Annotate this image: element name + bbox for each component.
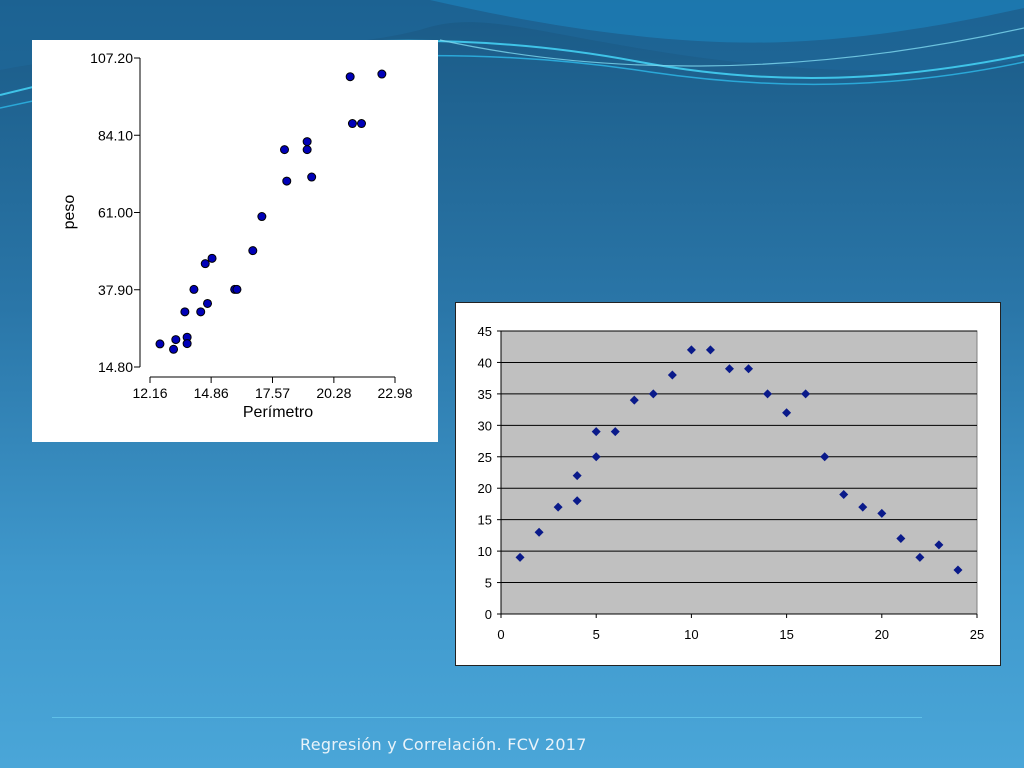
chart1-data-point	[196, 307, 206, 317]
footer-divider	[52, 717, 922, 718]
chart2-data-point	[705, 345, 715, 355]
chart1-svg: 14.80 37.90 61.00 84.10 107.20 12.16 14.86 17.5…	[61, 50, 413, 421]
chart2-x-tick-label: 20	[875, 627, 889, 642]
chart2-y-tick-label: 0	[485, 607, 492, 622]
chart1-data-point	[307, 172, 317, 182]
chart2-data-point	[629, 395, 639, 405]
chart2-y-tick-label: 25	[478, 450, 492, 465]
chart2-data-point	[591, 452, 601, 462]
chart2-data-point	[953, 565, 963, 575]
chart2-data-point	[553, 502, 563, 512]
chart2-data-point	[801, 389, 811, 399]
chart1-data-point	[232, 284, 242, 294]
chart2-y-tick-label: 20	[478, 481, 492, 496]
scatter-chart-peso-perimetro: 14.80 37.90 61.00 84.10 107.20 12.16 14.86 17.5…	[32, 40, 438, 442]
chart2-x-tick-label: 10	[684, 627, 698, 642]
chart1-data-point	[180, 307, 190, 317]
chart2-data-point	[820, 452, 830, 462]
chart1-data-point	[302, 145, 312, 155]
chart2-y-tick-label: 45	[478, 324, 492, 339]
chart2-y-tick-label: 10	[478, 544, 492, 559]
chart2-data-point	[724, 364, 734, 374]
chart1-x-axis-label: Perímetro	[243, 404, 313, 421]
chart2-data-point	[877, 508, 887, 518]
chart2-x-tick-label: 25	[970, 627, 984, 642]
chart2-x-tick-label: 0	[497, 627, 504, 642]
chart1-data-point	[248, 246, 258, 256]
chart1-data-point	[356, 119, 366, 129]
chart1-data-point	[377, 69, 387, 79]
chart1-data-point	[169, 344, 179, 354]
chart1-data-point	[347, 119, 357, 129]
chart2-svg: 0 5 10 15 20 25 30 35 40 45 0 5 10 15 20 25	[478, 324, 985, 642]
chart2-y-tick-label: 15	[478, 513, 492, 528]
chart2-data-point	[934, 540, 944, 550]
chart2-data-point	[744, 364, 754, 374]
chart1-data-point	[200, 259, 210, 269]
chart2-data-point	[572, 471, 582, 481]
chart2-data-point	[515, 552, 525, 562]
chart2-y-tick-label: 30	[478, 418, 492, 433]
chart1-y-tick-label: 37.90	[98, 282, 133, 298]
chart1-data-point	[155, 339, 165, 349]
chart1-data-point	[189, 284, 199, 294]
chart2-data-point	[858, 502, 868, 512]
chart2-x-tick-label: 15	[779, 627, 793, 642]
chart1-data-point	[302, 137, 312, 147]
chart1-data-point	[345, 72, 355, 82]
chart1-data-point	[207, 253, 217, 263]
chart2-data-point	[648, 389, 658, 399]
chart2-data-point	[782, 408, 792, 418]
chart1-data-point	[280, 145, 290, 155]
chart1-data-point	[282, 176, 292, 186]
chart2-y-tick-label: 35	[478, 387, 492, 402]
chart1-x-tick-label: 14.86	[194, 385, 229, 401]
chart1-x-tick-label: 20.28	[316, 385, 351, 401]
chart1-y-tick-label: 107.20	[90, 50, 133, 66]
chart2-data-point	[610, 427, 620, 437]
chart2-data-point	[534, 527, 544, 537]
chart2-data-point	[763, 389, 773, 399]
footer-text: Regresión y Correlación. FCV 2017	[300, 735, 587, 754]
chart1-data-point	[257, 212, 267, 222]
chart2-data-point	[591, 427, 601, 437]
chart1-y-axis-label: peso	[61, 195, 78, 230]
chart2-y-tick-label: 40	[478, 355, 492, 370]
chart1-x-tick-label: 22.98	[377, 385, 412, 401]
chart2-data-point	[572, 496, 582, 506]
chart1-data-point	[203, 298, 213, 308]
chart2-data-point	[839, 490, 849, 500]
chart2-plot-area	[500, 330, 978, 615]
chart2-data-point	[667, 370, 677, 380]
chart1-x-tick-label: 17.57	[255, 385, 290, 401]
chart2-y-tick-label: 5	[485, 576, 492, 591]
chart1-x-tick-label: 12.16	[132, 385, 167, 401]
chart1-data-point	[171, 335, 181, 345]
chart2-data-point	[896, 534, 906, 544]
chart1-data-point	[182, 339, 192, 349]
chart1-y-tick-label: 84.10	[98, 127, 133, 143]
chart1-y-tick-label: 61.00	[98, 205, 133, 221]
scatter-chart-diamonds: 0 5 10 15 20 25 30 35 40 45 0 5 10 15 20 25	[455, 302, 1001, 666]
chart2-data-point	[686, 345, 696, 355]
chart2-x-tick-label: 5	[593, 627, 600, 642]
chart1-y-tick-label: 14.80	[98, 359, 133, 375]
chart2-data-point	[915, 552, 925, 562]
